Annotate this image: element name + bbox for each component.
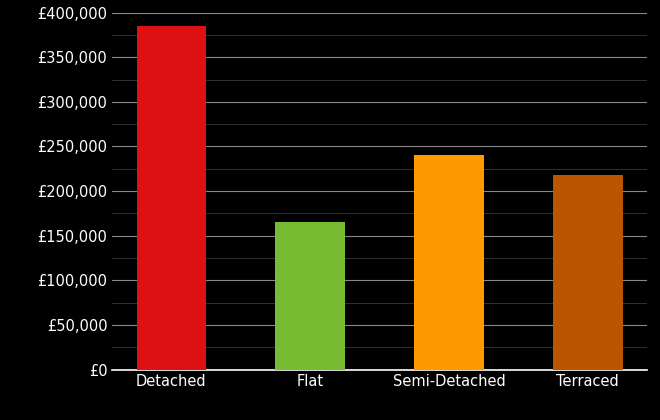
Bar (275, 222, 345, 370)
Bar (137, 26, 206, 370)
Bar (414, 155, 484, 370)
Bar (553, 175, 622, 370)
